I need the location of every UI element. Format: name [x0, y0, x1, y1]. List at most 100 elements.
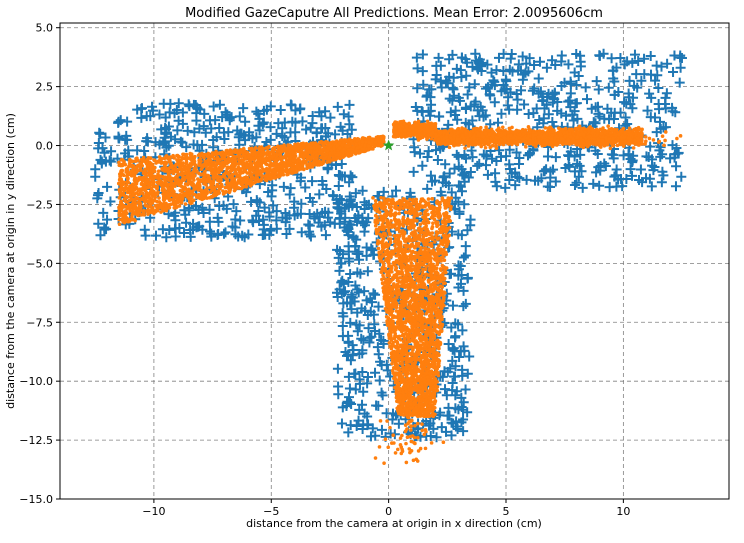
ground-truth-point [337, 331, 348, 342]
prediction-point [214, 174, 219, 179]
ground-truth-point [345, 317, 356, 328]
ground-truth-point [592, 148, 603, 159]
prediction-point [284, 168, 289, 173]
ground-truth-point [602, 103, 613, 114]
ground-truth-point [542, 181, 553, 192]
ground-truth-point [228, 199, 239, 210]
prediction-point [175, 153, 180, 158]
prediction-point [207, 195, 212, 200]
prediction-point [264, 173, 268, 178]
prediction-point [243, 156, 248, 160]
prediction-point [165, 196, 170, 200]
prediction-point [214, 152, 218, 157]
prediction-point [200, 151, 204, 156]
ground-truth-point [197, 202, 208, 213]
prediction-point [170, 164, 174, 168]
ground-truth-point [417, 160, 428, 171]
prediction-point [122, 180, 126, 185]
ground-truth-point [446, 187, 457, 198]
ground-truth-point [381, 408, 392, 419]
prediction-point [315, 156, 319, 161]
ground-truth-point [510, 180, 521, 191]
prediction-point [166, 170, 170, 174]
ground-truth-point [458, 285, 469, 296]
ground-truth-point [521, 174, 532, 185]
ground-truth-point [591, 76, 602, 87]
prediction-point [187, 196, 191, 200]
prediction-point [193, 173, 197, 178]
ground-truth-point [433, 52, 444, 63]
prediction-point [191, 198, 196, 203]
prediction-point [287, 163, 291, 168]
ground-truth-point [285, 127, 296, 138]
ground-truth-point [635, 164, 646, 175]
ground-truth-point [482, 59, 493, 70]
prediction-point [363, 143, 367, 148]
prediction-point [300, 166, 305, 170]
prediction-point [230, 176, 235, 181]
ground-truth-point [357, 367, 368, 378]
ground-truth-point [357, 185, 368, 196]
prediction-point [211, 174, 216, 179]
ground-truth-point [368, 249, 379, 260]
ground-truth-point [491, 181, 502, 192]
ground-truth-point [454, 352, 465, 363]
ground-truth-point [305, 122, 316, 133]
ground-truth-point [424, 420, 435, 431]
ground-truth-point [671, 161, 682, 172]
ground-truth-point [442, 78, 453, 89]
prediction-point [204, 191, 208, 196]
ground-truth-point [258, 219, 269, 230]
ground-truth-point [500, 182, 511, 193]
ground-truth-point [105, 156, 116, 167]
ground-truth-point [141, 136, 152, 147]
prediction-point [116, 181, 121, 186]
prediction-point [259, 178, 263, 183]
ground-truth-point [456, 392, 467, 403]
ground-truth-point [363, 323, 374, 334]
prediction-point [260, 157, 265, 161]
ground-truth-point [441, 426, 452, 437]
prediction-point [255, 173, 260, 177]
prediction-point [118, 212, 123, 217]
prediction-point [179, 181, 183, 185]
ground-truth-point [376, 424, 387, 435]
ground-truth-point [453, 161, 464, 172]
ground-truth-point [362, 411, 373, 422]
prediction-point [119, 172, 124, 177]
ground-truth-point [588, 178, 599, 189]
prediction-point [196, 153, 201, 158]
ground-truth-point [179, 227, 190, 238]
prediction-point [217, 157, 222, 162]
ground-truth-point [447, 355, 458, 366]
prediction-point [366, 135, 371, 140]
ground-truth-point [561, 110, 572, 121]
ground-truth-point [462, 368, 473, 379]
prediction-point [134, 185, 138, 189]
prediction-point [127, 158, 132, 163]
ground-truth-point [305, 231, 316, 242]
prediction-point [249, 178, 253, 182]
ground-truth-point [300, 182, 311, 193]
prediction-point [215, 182, 220, 187]
prediction-point [232, 167, 237, 171]
ground-truth-point [550, 176, 561, 187]
ground-truth-point [452, 114, 463, 125]
ground-truth-point [259, 202, 270, 213]
ground-truth-point [472, 160, 483, 171]
ground-truth-point [323, 162, 334, 173]
ground-truth-point [621, 98, 632, 109]
prediction-point [152, 158, 156, 162]
ground-truth-point [307, 118, 318, 129]
ground-truth-point [271, 206, 282, 217]
ground-truth-point [150, 230, 161, 241]
ground-truth-point [667, 140, 678, 151]
ground-truth-point [575, 56, 586, 67]
ground-truth-point [609, 89, 620, 100]
ground-truth-point [656, 177, 667, 188]
ground-truth-point [211, 132, 222, 143]
ground-truth-point [307, 176, 318, 187]
prediction-point [354, 148, 359, 153]
ground-truth-point [320, 206, 331, 217]
ground-truth-point [333, 181, 344, 192]
